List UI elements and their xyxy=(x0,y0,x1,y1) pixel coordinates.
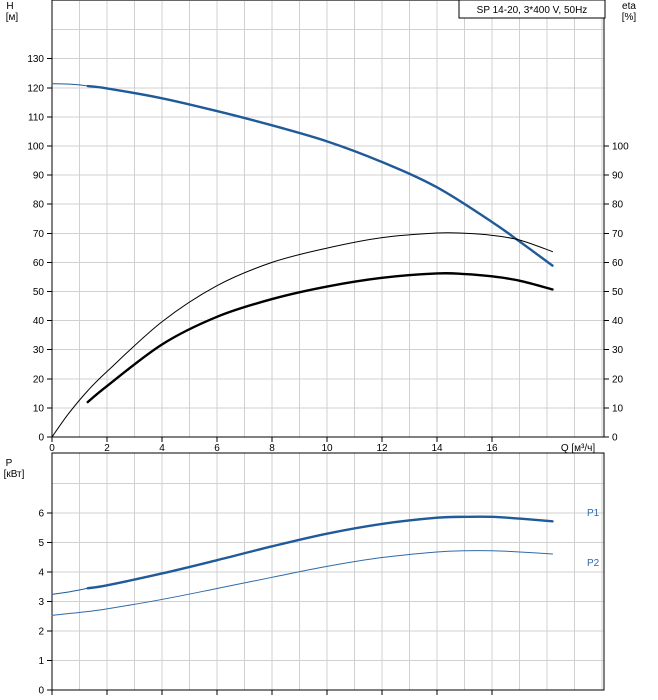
y-tick-label-left: 10 xyxy=(33,403,45,414)
legend-p1: P1 xyxy=(587,508,600,519)
y-axis-label-p: P xyxy=(6,458,13,469)
y-axis-unit-p: [кВт] xyxy=(4,469,25,480)
y-tick-label-left: 130 xyxy=(27,54,44,65)
y-tick-label-left: 120 xyxy=(27,83,44,94)
y-tick-label-left: 60 xyxy=(33,258,45,269)
y-tick-label-right: 0 xyxy=(612,433,618,444)
y-tick-label-power: 2 xyxy=(38,627,44,638)
head-chart-curves xyxy=(51,83,554,438)
head-chart-grid xyxy=(51,0,605,438)
y-tick-label-left: 90 xyxy=(33,171,45,182)
power-chart-p1-thick-curve xyxy=(86,515,554,590)
head-chart-eta-pump-thick-curve xyxy=(86,272,554,404)
y-tick-label-left: 30 xyxy=(33,345,45,356)
y-tick-label-power: 0 xyxy=(38,686,44,697)
x-tick-label: 12 xyxy=(376,443,388,454)
head-chart-head-thick-curve xyxy=(86,84,554,267)
y-tick-label-left: 50 xyxy=(33,287,45,298)
y-tick-label-left: 110 xyxy=(28,112,44,123)
y-tick-label-right: 30 xyxy=(612,345,624,356)
y-tick-label-right: 100 xyxy=(612,142,629,153)
y-tick-label-left: 0 xyxy=(38,433,44,444)
x-tick-label: 2 xyxy=(104,443,110,454)
x-axis-label: Q [м³/ч] xyxy=(561,443,596,454)
y-tick-label-power: 1 xyxy=(38,656,44,667)
power-chart-p1-thin-curve xyxy=(51,587,89,595)
y-tick-label-right: 80 xyxy=(612,200,624,211)
x-tick-label: 8 xyxy=(269,443,275,454)
x-tick-label: 4 xyxy=(159,443,165,454)
power-chart-p2-thin-curve xyxy=(51,550,553,616)
y-tick-label-right: 50 xyxy=(612,287,624,298)
x-tick-label: 16 xyxy=(486,443,498,454)
power-chart-grid xyxy=(51,452,605,691)
x-tick-label: 10 xyxy=(321,443,333,454)
y-tick-label-power: 3 xyxy=(38,597,44,608)
y-tick-label-left: 40 xyxy=(33,316,45,327)
y-axis-label-eta: eta xyxy=(622,1,636,12)
y-tick-label-right: 70 xyxy=(612,229,624,240)
x-tick-label: 6 xyxy=(214,443,220,454)
y-tick-label-power: 6 xyxy=(38,509,44,520)
y-tick-label-right: 90 xyxy=(612,171,624,182)
y-tick-label-right: 10 xyxy=(612,403,624,414)
y-tick-label-power: 4 xyxy=(38,568,44,579)
y-tick-label-right: 40 xyxy=(612,316,624,327)
y-axis-label-h: H xyxy=(6,1,13,12)
y-axis-unit-eta: [%] xyxy=(622,12,637,23)
y-tick-label-left: 80 xyxy=(33,200,45,211)
chart-labels: 0102030405060708090100110120130010203040… xyxy=(4,1,637,697)
y-tick-label-left: 100 xyxy=(27,142,44,153)
title-box xyxy=(458,0,606,19)
y-tick-label-power: 5 xyxy=(38,538,44,549)
y-tick-label-right: 20 xyxy=(612,374,624,385)
y-tick-label-left: 70 xyxy=(33,229,45,240)
x-tick-label: 0 xyxy=(49,443,55,454)
x-tick-label: 14 xyxy=(431,443,443,454)
head-chart-frame xyxy=(51,0,605,438)
y-tick-label-right: 60 xyxy=(612,258,624,269)
title-box-text: SP 14-20, 3*400 V, 50Hz xyxy=(477,5,588,16)
y-axis-unit-h: [м] xyxy=(6,12,19,23)
power-chart-curves xyxy=(51,515,554,616)
y-tick-label-left: 20 xyxy=(33,374,45,385)
legend-p2: P2 xyxy=(587,558,600,569)
head-chart-head-thin-curve xyxy=(51,83,89,87)
head-chart-eta-motor-thin-curve xyxy=(51,232,553,438)
